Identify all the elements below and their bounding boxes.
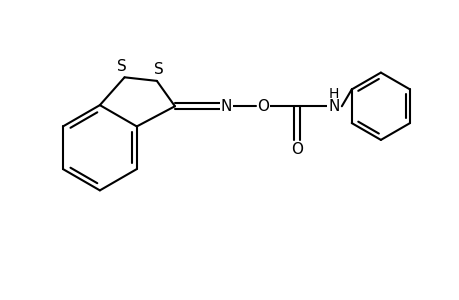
Text: O: O	[291, 142, 302, 157]
Text: H: H	[328, 87, 338, 101]
Text: S: S	[154, 62, 163, 77]
Text: N: N	[220, 99, 232, 114]
Text: O: O	[257, 99, 269, 114]
Text: N: N	[327, 99, 339, 114]
Text: S: S	[117, 59, 127, 74]
